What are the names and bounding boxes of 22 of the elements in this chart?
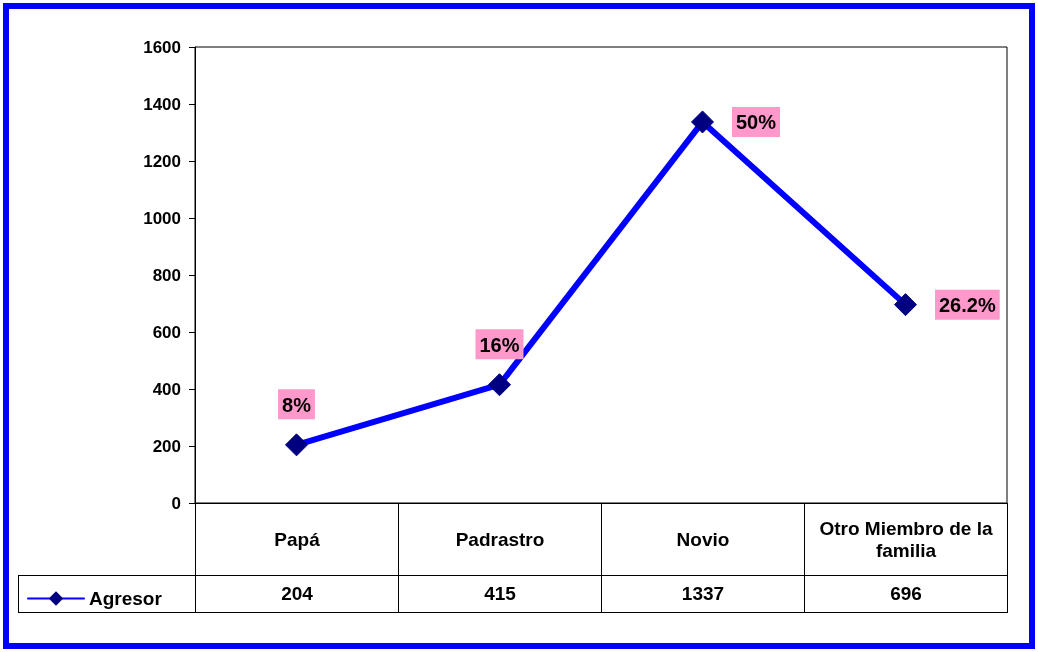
y-tick-label: 1600	[143, 37, 181, 57]
data-label: 204	[195, 575, 399, 613]
y-tick-label: 200	[152, 436, 181, 456]
data-label: 696	[804, 575, 1008, 613]
annotation: 16%	[479, 334, 520, 357]
y-tick-label: 600	[152, 322, 181, 342]
x-tick-label: Novio	[601, 503, 805, 576]
x-tick-label: Papá	[195, 503, 399, 576]
y-tick-label: 800	[152, 265, 181, 285]
y-tick-label: 0	[171, 493, 181, 513]
legend-label: Agresor	[89, 588, 163, 609]
y-tick-label: 1400	[143, 94, 181, 114]
data-label: 1337	[601, 575, 805, 613]
y-tick-label: 1000	[143, 208, 181, 228]
annotation: 8%	[282, 394, 312, 417]
x-tick-label: Otro Miembro de la familia	[804, 503, 1008, 576]
y-tick-label: 400	[152, 379, 181, 399]
annotation: 50%	[736, 110, 777, 133]
x-tick-label: Padrastro	[398, 503, 602, 576]
annotation: 26.2%	[939, 293, 996, 316]
data-label: 415	[398, 575, 602, 613]
y-tick-label: 1200	[143, 151, 181, 171]
